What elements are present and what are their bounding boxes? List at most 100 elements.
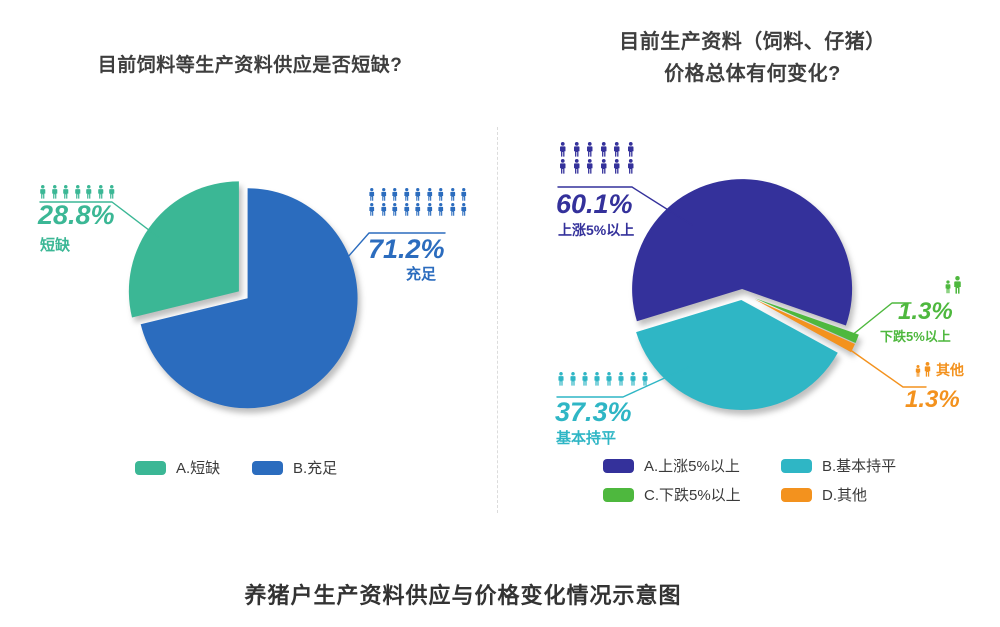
adequate-name: 充足 (406, 266, 437, 283)
pie-slice-下跌5%以上 (755, 298, 859, 343)
pie-slice-其他 (754, 299, 855, 353)
person-icon (413, 188, 423, 201)
shortage-people-icons (38, 185, 117, 199)
callout-line-rise (557, 186, 693, 226)
person-icon (945, 280, 951, 294)
legend-label-other: D.其他 (822, 487, 868, 504)
person-icon (436, 203, 446, 216)
person-icon (592, 372, 602, 386)
flat-people-icons (556, 372, 650, 386)
fall-people-icons (945, 276, 962, 294)
person-icon (625, 159, 637, 174)
person-icon (459, 188, 469, 201)
person-icon (604, 372, 614, 386)
person-icon (628, 372, 638, 386)
legend-label-flat: B.基本持平 (822, 458, 897, 475)
legend-swatch-other (781, 488, 812, 502)
person-icon (379, 188, 389, 201)
left-chart-title: 目前饲料等生产资料供应是否短缺? (97, 55, 403, 76)
flat-percent: 37.3% (555, 397, 632, 427)
person-icon (598, 159, 610, 174)
person-icon (61, 185, 71, 199)
fall-percent: 1.3% (898, 298, 953, 325)
callout-line-shortage (39, 201, 159, 238)
shortage-percent: 28.8% (38, 200, 115, 230)
pie-slice-基本持平 (636, 300, 838, 410)
vertical-divider (497, 127, 498, 513)
other-name: 其他 (936, 362, 964, 378)
person-icon (584, 142, 596, 157)
person-icon (459, 203, 469, 216)
right-chart-title-line2: 价格总体有何变化? (664, 63, 841, 85)
legend-label-shortage: A.短缺 (176, 460, 221, 477)
other-people-icons (915, 362, 932, 377)
person-icon (50, 185, 60, 199)
person-icon (640, 372, 650, 386)
callout-line-fall (850, 302, 912, 337)
pie-slice-短缺 (128, 181, 239, 318)
person-icon (96, 185, 106, 199)
legend-swatch-fall (603, 488, 634, 502)
rise-name: 上涨5%以上 (558, 222, 635, 238)
person-icon (923, 362, 932, 377)
person-icon (448, 203, 458, 216)
pie-slice-充足 (140, 188, 358, 409)
rise-percent: 60.1% (556, 189, 633, 219)
person-icon (448, 188, 458, 201)
left-pie (128, 181, 358, 409)
pie-slice-上涨5%以上 (632, 179, 853, 326)
main-title: 养猪户生产资料供应与价格变化情况示意图 (244, 583, 682, 608)
person-icon (390, 188, 400, 201)
legend-label-adequate: B.充足 (293, 460, 338, 477)
person-icon (915, 365, 921, 377)
person-icon (390, 203, 400, 216)
person-icon (379, 203, 389, 216)
person-icon (598, 142, 610, 157)
legend-swatch-rise (603, 459, 634, 473)
callout-line-flat (556, 365, 692, 398)
person-icon (367, 188, 377, 201)
person-icon (616, 372, 626, 386)
callout-line-adequate (346, 232, 446, 259)
person-icon (625, 142, 637, 157)
person-icon (73, 185, 83, 199)
person-icon (611, 159, 623, 174)
adequate-percent: 71.2% (368, 234, 445, 264)
person-icon (38, 185, 48, 199)
legend-swatch-flat (781, 459, 812, 473)
person-icon (611, 142, 623, 157)
person-icon (84, 185, 94, 199)
right-pie (632, 179, 859, 410)
fall-name: 下跌5%以上 (880, 329, 951, 344)
person-icon (571, 142, 583, 157)
legend-label-fall: C.下跌5%以上 (644, 487, 741, 504)
rise-people-icons (557, 142, 636, 174)
person-icon (367, 203, 377, 216)
other-label-row: 其他 (915, 362, 964, 377)
right-chart-title-line1: 目前生产资料（饲料、仔猪） (619, 31, 886, 53)
person-icon (568, 372, 578, 386)
callout-line-other (848, 348, 927, 388)
person-icon (557, 159, 569, 174)
legend-label-rise: A.上涨5%以上 (644, 458, 740, 475)
person-icon (425, 188, 435, 201)
legend-swatch-shortage (135, 461, 166, 475)
other-percent: 1.3% (905, 386, 960, 413)
person-icon (107, 185, 117, 199)
right-chart-title: 目前生产资料（饲料、仔猪） 价格总体有何变化? (505, 26, 1000, 90)
person-icon (557, 142, 569, 157)
person-icon (571, 159, 583, 174)
person-icon (413, 203, 423, 216)
person-icon (402, 188, 412, 201)
person-icon (425, 203, 435, 216)
flat-name: 基本持平 (556, 430, 617, 447)
person-icon (584, 159, 596, 174)
person-icon (580, 372, 590, 386)
shortage-name: 短缺 (40, 237, 71, 254)
person-icon (436, 188, 446, 201)
person-icon (556, 372, 566, 386)
legend-swatch-adequate (252, 461, 283, 475)
adequate-people-icons (367, 188, 469, 216)
